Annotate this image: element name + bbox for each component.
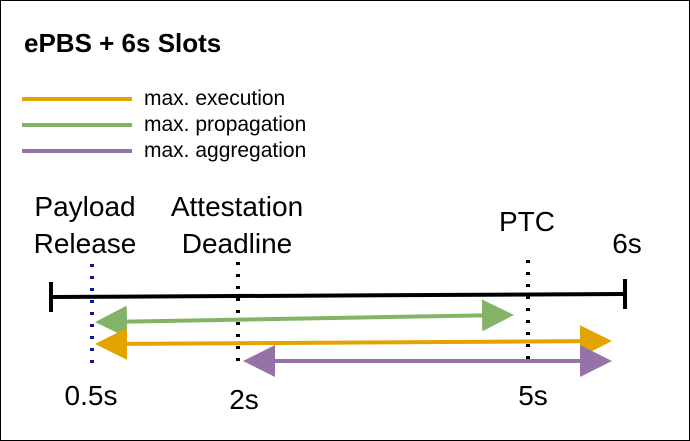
slot-end-label: 6s <box>612 228 642 259</box>
legend-item-propagation: max. propagation <box>22 113 362 137</box>
attestation-deadline-time-label: 2s <box>229 384 259 415</box>
legend-label-execution: max. execution <box>144 87 286 110</box>
ptc-label: PTC <box>499 206 555 237</box>
legend-swatch-propagation <box>22 123 132 127</box>
legend-swatch-aggregation <box>22 149 132 153</box>
diagram-title: ePBS + 6s Slots <box>24 28 222 58</box>
payload-release-label-line1: Payload <box>34 191 135 222</box>
propagation-arrow <box>95 299 514 338</box>
legend-item-execution: max. execution <box>22 87 362 111</box>
legend-swatch-execution <box>22 97 132 101</box>
legend-item-aggregation: max. aggregation <box>22 139 362 163</box>
ptc-time-label: 5s <box>518 380 548 411</box>
attestation-deadline-label-line1: Attestation <box>171 191 303 222</box>
legend-label-propagation: max. propagation <box>144 113 307 136</box>
payload-release-label-line2: Release <box>34 228 137 259</box>
payload-release-time-label: 0.5s <box>65 380 118 411</box>
attestation-deadline-label-line2: Deadline <box>182 228 293 259</box>
execution-arrow <box>95 325 612 360</box>
slot-timeline <box>50 292 626 299</box>
legend-label-aggregation: max. aggregation <box>144 139 307 162</box>
